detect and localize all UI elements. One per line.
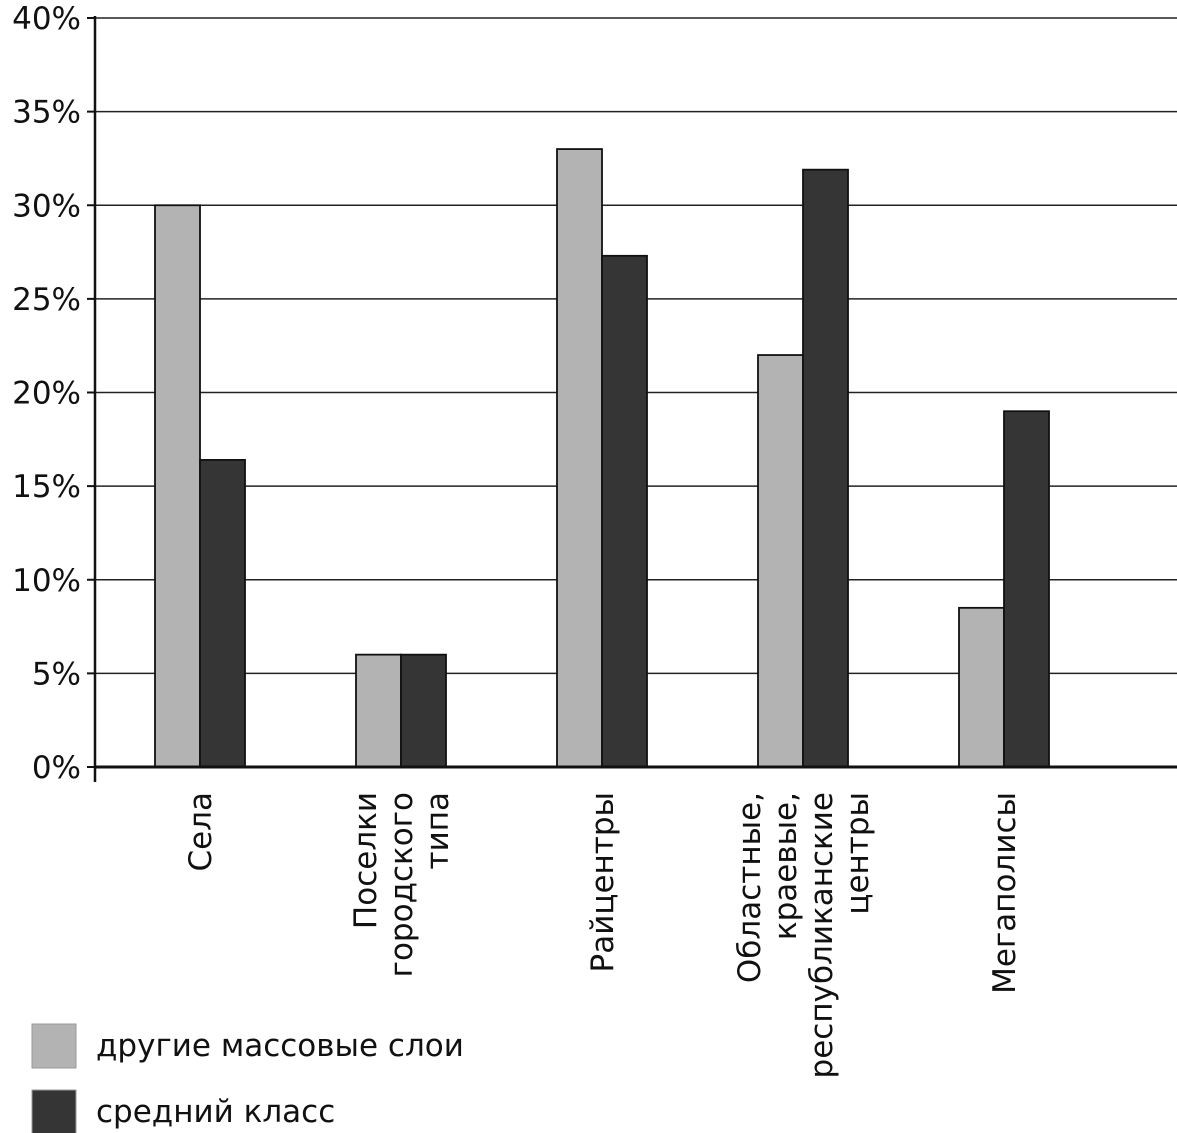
x-category-label: Села bbox=[183, 792, 219, 872]
legend: другие массовые слои средний класс bbox=[31, 1023, 464, 1133]
y-tick-label: 30% bbox=[12, 188, 81, 224]
x-category-label-line: центры bbox=[840, 792, 876, 915]
y-tick-label: 40% bbox=[12, 1, 81, 37]
x-category-label-line: Областные, bbox=[732, 792, 768, 983]
x-category-label-line: городского bbox=[384, 792, 420, 977]
x-category-label-line: краевые, bbox=[768, 792, 804, 940]
legend-swatch bbox=[31, 1023, 77, 1069]
x-category-label-line: Мегаполисы bbox=[987, 792, 1023, 994]
y-tick-label: 20% bbox=[12, 376, 81, 412]
x-category-label: Мегаполисы bbox=[987, 792, 1023, 994]
bar-middle-class bbox=[199, 459, 246, 768]
y-tick-label: 15% bbox=[12, 469, 81, 505]
y-tick-labels: 0% 5% 10% 15% 20% 25% 30% 35% 40% bbox=[12, 1, 81, 786]
bar-middle-class bbox=[400, 653, 447, 768]
x-category-label-line: Поселки bbox=[348, 792, 384, 929]
bar-other-mass-layers bbox=[757, 354, 804, 768]
bar-middle-class bbox=[601, 254, 648, 768]
legend-swatch bbox=[31, 1089, 77, 1133]
bar-other-mass-layers bbox=[154, 204, 201, 768]
y-tick-label: 35% bbox=[12, 95, 81, 131]
y-tick-label: 5% bbox=[32, 656, 81, 692]
x-category-label: Райцентры bbox=[585, 792, 621, 973]
axes bbox=[87, 16, 1177, 782]
x-category-label-line: типа bbox=[420, 792, 456, 869]
bar-other-mass-layers bbox=[556, 148, 603, 768]
y-tick-label: 25% bbox=[12, 282, 81, 318]
legend-label: другие массовые слои bbox=[96, 1028, 464, 1064]
x-category-label: Поселки городского типа bbox=[348, 792, 456, 977]
bar-middle-class bbox=[802, 168, 849, 768]
bar-middle-class bbox=[1003, 410, 1050, 768]
bars bbox=[154, 148, 1050, 768]
x-category-label: Областные, краевые, республиканские центры bbox=[732, 792, 876, 1078]
x-category-label-line: Райцентры bbox=[585, 792, 621, 973]
bar-other-mass-layers bbox=[958, 606, 1005, 768]
y-tick-label: 0% bbox=[32, 750, 81, 786]
x-category-label-line: Села bbox=[183, 792, 219, 872]
x-category-labels: Села Поселки городского типа Райцентры Област… bbox=[183, 792, 1023, 1078]
x-category-label-line: республиканские bbox=[804, 792, 840, 1078]
y-tick-label: 10% bbox=[12, 563, 81, 599]
legend-label: средний класс bbox=[96, 1094, 335, 1130]
bar-other-mass-layers bbox=[355, 653, 402, 768]
